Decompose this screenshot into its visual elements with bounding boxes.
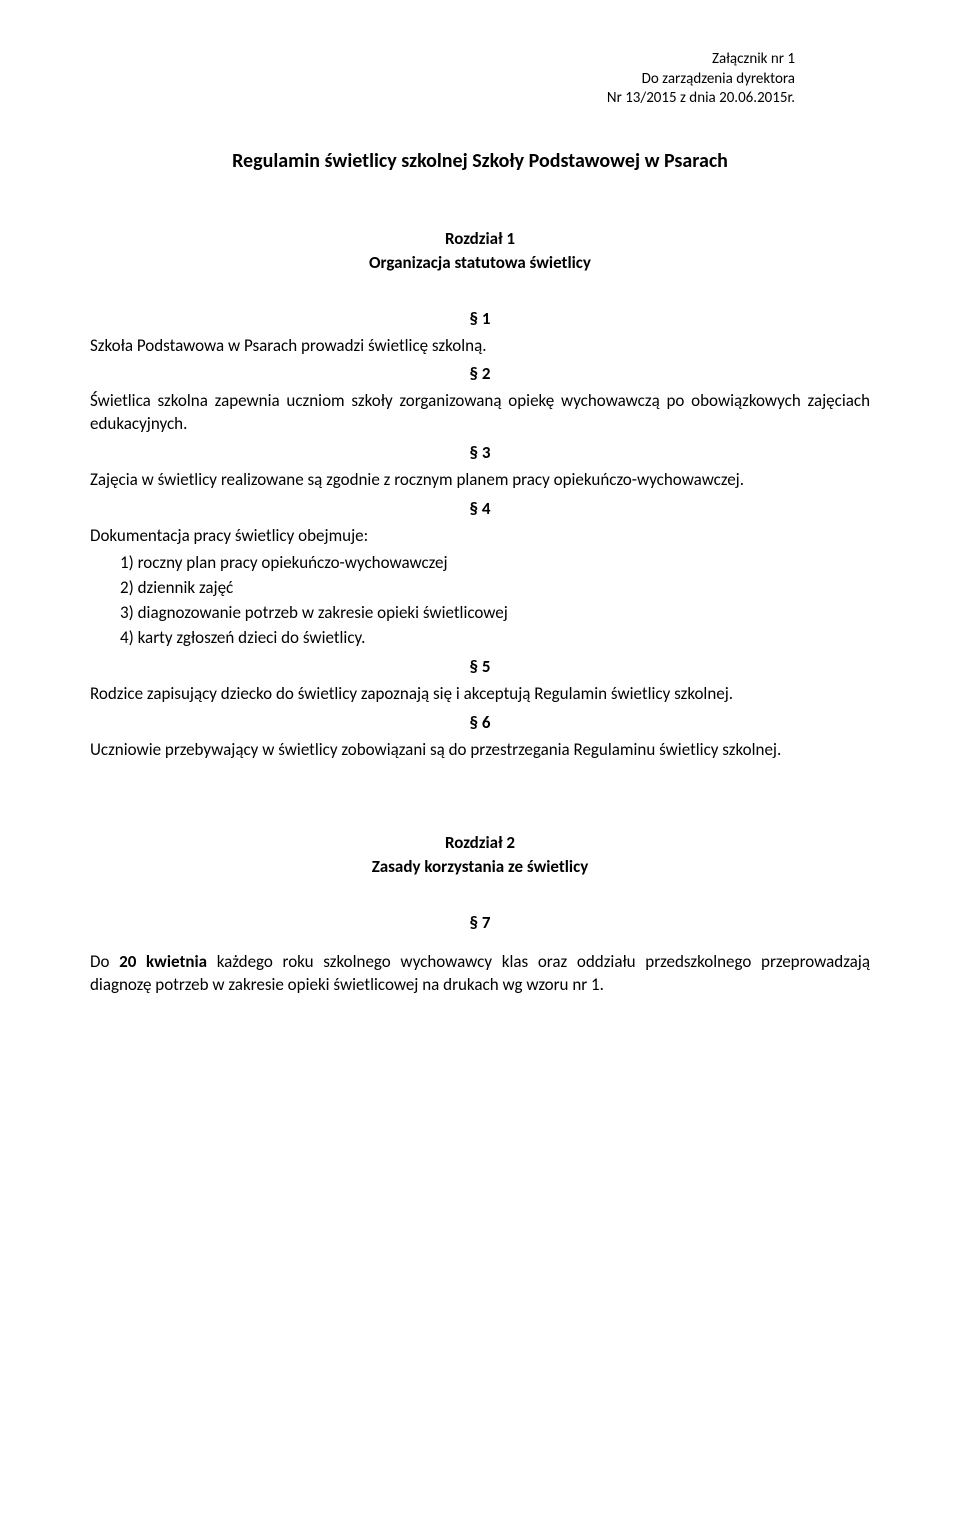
document-title: Regulamin świetlicy szkolnej Szkoły Pods…: [90, 149, 870, 173]
section-5-mark: § 5: [90, 656, 870, 677]
section-6-text: Uczniowie przebywający w świetlicy zobow…: [90, 739, 870, 762]
section-7-pre: Do: [90, 951, 119, 972]
chapter-2-heading: Rozdział 2: [90, 832, 870, 853]
section-1-text: Szkoła Podstawowa w Psarach prowadzi świ…: [90, 335, 870, 358]
section-4-item-1: 1) roczny plan pracy opiekuńczo-wychowaw…: [90, 552, 870, 575]
attachment-number: Załącznik nr 1: [90, 50, 795, 70]
document-header: Załącznik nr 1 Do zarządzenia dyrektora …: [90, 50, 870, 109]
section-7-mark: § 7: [90, 912, 870, 933]
chapter-1-heading: Rozdział 1: [90, 228, 870, 249]
section-5-text: Rodzice zapisujący dziecko do świetlicy …: [90, 683, 870, 706]
section-4-item-4: 4) karty zgłoszeń dzieci do świetlicy.: [90, 627, 870, 650]
section-2-text: Świetlica szkolna zapewnia uczniom szkoł…: [90, 390, 870, 436]
section-4-item-2: 2) dziennik zajęć: [90, 577, 870, 600]
chapter-1-subtitle: Organizacja statutowa świetlicy: [90, 252, 870, 273]
section-4-intro: Dokumentacja pracy świetlicy obejmuje:: [90, 525, 870, 548]
section-4-mark: § 4: [90, 498, 870, 519]
section-6-mark: § 6: [90, 712, 870, 733]
directive-number-date: Nr 13/2015 z dnia 20.06.2015r.: [90, 89, 795, 109]
chapter-2-subtitle: Zasady korzystania ze świetlicy: [90, 856, 870, 877]
section-4-item-3: 3) diagnozowanie potrzeb w zakresie opie…: [90, 602, 870, 625]
section-7-post: każdego roku szkolnego wychowawcy klas o…: [90, 951, 870, 995]
section-7-bold-date: 20 kwietnia: [119, 951, 207, 972]
section-2-mark: § 2: [90, 363, 870, 384]
section-3-mark: § 3: [90, 442, 870, 463]
section-1-mark: § 1: [90, 308, 870, 329]
section-3-text: Zajęcia w świetlicy realizowane są zgodn…: [90, 469, 870, 492]
directive-reference: Do zarządzenia dyrektora: [90, 70, 795, 90]
section-7-text: Do 20 kwietnia każdego roku szkolnego wy…: [90, 951, 870, 997]
